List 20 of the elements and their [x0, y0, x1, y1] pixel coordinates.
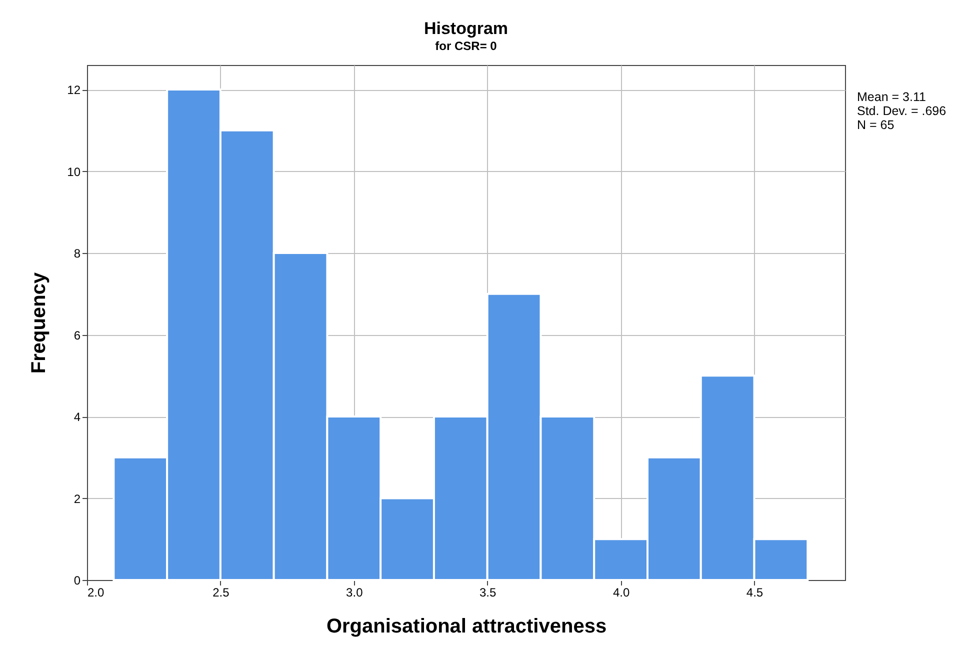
y-tick-label: 12 [67, 83, 81, 98]
y-tick-label: 4 [74, 410, 81, 424]
y-tick-label: 6 [74, 328, 81, 342]
text: Mean = 3.11 [857, 90, 927, 104]
x-tick-label: 4.5 [746, 586, 764, 600]
chart-subtitle: for CSR= 0 [435, 39, 498, 53]
text: N = 65 [857, 118, 896, 132]
x-tick-label: 3.0 [346, 586, 364, 600]
x-axis-title: Organisational attractiveness [326, 616, 607, 638]
x-tick-label: 2.0 [88, 586, 105, 600]
y-tick-label: 10 [67, 164, 81, 179]
y-tick-label: 2 [74, 492, 81, 506]
x-tick-label: 4.0 [612, 586, 630, 600]
x-tick-label: 3.5 [480, 586, 497, 600]
y-tick-label: 0 [74, 574, 81, 588]
y-axis-title: Frequency [28, 272, 50, 374]
x-tick-label: 2.5 [212, 586, 230, 600]
y-tick-label: 8 [74, 246, 81, 261]
chart-title: Histogram [424, 19, 508, 38]
text: Std. Dev. = .696 [857, 104, 946, 118]
